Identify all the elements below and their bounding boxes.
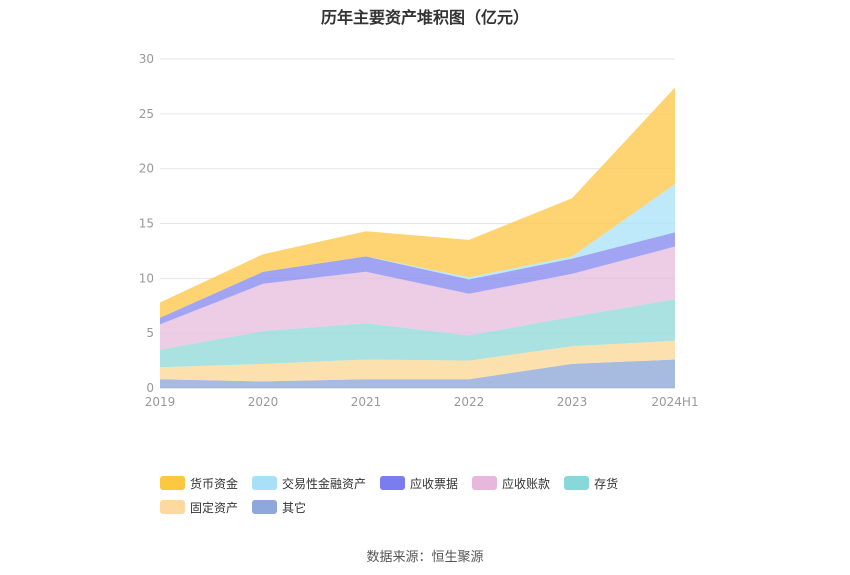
legend-label: 其它 <box>282 500 307 515</box>
y-tick-label: 20 <box>139 162 154 176</box>
legend-item[interactable]: 应收账款 <box>472 474 550 492</box>
area-应收账款 <box>160 246 675 350</box>
area-货币资金 <box>160 87 675 318</box>
legend-swatch <box>380 476 406 490</box>
chart-legend: 货币资金 交易性金融资产 应收票据 应收账款 存货固定资产 其它 <box>160 474 720 522</box>
stacked-area-chart: 0 5 10 15 20 25 30 2019 2020 2021 2022 2023 2024H1 <box>139 52 699 409</box>
legend-label: 存货 <box>594 476 619 491</box>
data-source: 数据来源：恒生聚源 <box>366 550 484 565</box>
x-tick-label: 2019 <box>145 395 176 409</box>
area-其它 <box>160 359 675 388</box>
area-固定资产 <box>160 340 675 382</box>
x-tick-label: 2021 <box>351 395 382 409</box>
legend-swatch <box>160 500 185 514</box>
x-tick-label: 2024H1 <box>651 395 698 409</box>
x-tick-label: 2022 <box>454 395 485 409</box>
legend-item[interactable]: 存货 <box>564 474 618 492</box>
legend-item[interactable]: 货币资金 <box>160 474 238 492</box>
legend-item[interactable]: 固定资产 <box>160 498 238 516</box>
legend-item[interactable]: 交易性金融资产 <box>252 474 366 492</box>
y-tick-label: 0 <box>146 381 154 395</box>
legend-label: 固定资产 <box>190 500 239 515</box>
legend-label: 货币资金 <box>190 476 239 491</box>
legend-swatch <box>160 476 185 490</box>
legend-swatch <box>564 476 590 490</box>
legend-label: 应收账款 <box>502 476 551 491</box>
area-应收票据 <box>160 232 675 325</box>
legend-item[interactable]: 应收票据 <box>380 474 458 492</box>
y-tick-label: 10 <box>139 271 154 285</box>
y-tick-label: 25 <box>139 107 154 121</box>
y-tick-label: 15 <box>139 217 154 231</box>
chart-title: 历年主要资产堆积图（亿元） <box>320 8 529 27</box>
x-tick-label: 2020 <box>248 395 279 409</box>
area-存货 <box>160 299 675 368</box>
legend-swatch <box>252 476 278 490</box>
legend-swatch <box>252 500 278 514</box>
legend-item[interactable]: 其它 <box>252 498 306 516</box>
x-tick-label: 2023 <box>557 395 588 409</box>
y-tick-label: 5 <box>146 326 154 340</box>
y-tick-label: 30 <box>139 52 154 66</box>
legend-swatch <box>472 476 498 490</box>
legend-label: 应收票据 <box>410 476 459 491</box>
legend-label: 交易性金融资产 <box>282 476 367 491</box>
